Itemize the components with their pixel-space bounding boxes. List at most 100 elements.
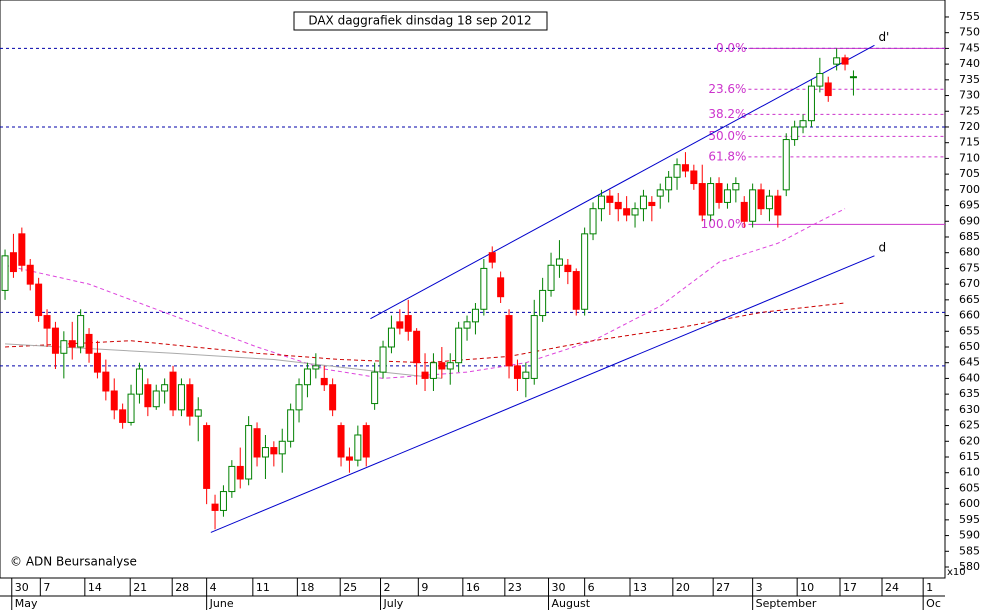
month-label: June bbox=[209, 597, 234, 610]
y-tick-label: 585 bbox=[959, 544, 980, 557]
x-tick-label: 24 bbox=[885, 581, 899, 594]
candle-body bbox=[555, 258, 563, 266]
candle-body bbox=[144, 384, 152, 408]
candle-body bbox=[270, 447, 278, 455]
candle-body bbox=[404, 315, 412, 332]
fib-label: 50.0% bbox=[708, 129, 746, 143]
candle-body bbox=[589, 208, 597, 235]
candle-body bbox=[287, 409, 295, 442]
candle-body bbox=[639, 195, 647, 210]
candle-body bbox=[93, 352, 101, 373]
candle-body bbox=[488, 252, 496, 263]
y-tick-label: 710 bbox=[959, 151, 980, 164]
candle-body bbox=[320, 377, 328, 386]
candle-body bbox=[807, 85, 815, 122]
y-tick-label: 625 bbox=[959, 419, 980, 432]
candle-body bbox=[295, 384, 303, 411]
fib-label: 0.0% bbox=[716, 41, 747, 55]
candle-body bbox=[413, 330, 421, 364]
candle-body bbox=[698, 183, 706, 216]
candle-body bbox=[211, 503, 219, 511]
x-tick-label: 30 bbox=[552, 581, 566, 594]
candle-body bbox=[278, 440, 286, 455]
y-tick-label: 720 bbox=[959, 120, 980, 133]
x-tick-label: 27 bbox=[716, 581, 730, 594]
y-tick-label: 735 bbox=[959, 73, 980, 86]
candle-body bbox=[463, 321, 471, 329]
scale-note: x10 bbox=[947, 567, 966, 578]
y-tick-label: 725 bbox=[959, 104, 980, 117]
candle-body bbox=[102, 371, 110, 392]
candle-body bbox=[362, 425, 370, 458]
y-tick-label: 660 bbox=[959, 309, 980, 322]
x-tick-label: 2 bbox=[384, 581, 391, 594]
candle-body bbox=[614, 201, 622, 210]
candle-body bbox=[152, 390, 160, 408]
candle-body bbox=[606, 195, 614, 203]
candle-body bbox=[379, 346, 387, 373]
candle-body bbox=[236, 465, 244, 480]
x-tick-label: 20 bbox=[676, 581, 690, 594]
y-tick-label: 705 bbox=[959, 167, 980, 180]
candle-body bbox=[312, 365, 320, 370]
candle-body bbox=[782, 139, 790, 191]
candle-body bbox=[85, 333, 93, 354]
y-tick-label: 715 bbox=[959, 136, 980, 149]
candle-body bbox=[723, 189, 731, 203]
candle-body bbox=[60, 340, 68, 354]
y-tick-label: 645 bbox=[959, 356, 980, 369]
candle-body bbox=[219, 491, 227, 511]
candle-body bbox=[245, 425, 253, 480]
candle-body bbox=[740, 201, 748, 222]
x-tick-label: 25 bbox=[343, 581, 357, 594]
candle-body bbox=[18, 233, 26, 266]
candle-body bbox=[1, 255, 9, 291]
candle-body bbox=[161, 384, 169, 392]
plot-frame bbox=[0, 0, 946, 579]
candle-body bbox=[757, 189, 765, 210]
candle-body bbox=[177, 384, 185, 411]
candle-body bbox=[127, 393, 135, 423]
y-tick-label: 695 bbox=[959, 199, 980, 212]
y-tick-label: 655 bbox=[959, 324, 980, 337]
x-tick-label: 4 bbox=[210, 581, 217, 594]
y-tick-label: 690 bbox=[959, 214, 980, 227]
trend-label: d bbox=[878, 240, 886, 254]
candle-body bbox=[228, 465, 236, 493]
candle-body bbox=[26, 264, 34, 285]
candle-body bbox=[522, 371, 530, 379]
candle-body bbox=[110, 390, 118, 411]
candle-body bbox=[656, 189, 664, 197]
trend-label: d' bbox=[878, 30, 889, 44]
candle-body bbox=[530, 315, 538, 379]
candle-body bbox=[715, 183, 723, 203]
fib-label: 38.2% bbox=[708, 107, 746, 121]
candle-body bbox=[43, 315, 51, 329]
candle-body bbox=[480, 267, 488, 310]
y-tick-label: 675 bbox=[959, 261, 980, 274]
candle-body bbox=[690, 170, 698, 185]
month-label: May bbox=[15, 597, 38, 610]
candle-body bbox=[438, 362, 446, 370]
y-tick-label: 700 bbox=[959, 183, 980, 196]
month-label: September bbox=[756, 597, 817, 610]
y-tick-label: 640 bbox=[959, 371, 980, 384]
candle-body bbox=[387, 327, 395, 348]
candle-body bbox=[169, 371, 177, 411]
candle-body bbox=[455, 327, 463, 364]
x-tick-label: 16 bbox=[466, 581, 480, 594]
y-tick-label: 650 bbox=[959, 340, 980, 353]
candle-body bbox=[194, 409, 202, 417]
candle-body bbox=[421, 371, 429, 379]
candle-body bbox=[186, 384, 194, 417]
candle-body bbox=[9, 252, 17, 273]
candle-body bbox=[816, 73, 824, 87]
fib-label: 61.8% bbox=[708, 149, 746, 163]
candle-body bbox=[329, 384, 337, 411]
candle-body bbox=[513, 365, 521, 379]
candle-body bbox=[681, 164, 689, 172]
x-tick-label: 30 bbox=[15, 581, 29, 594]
month-label: August bbox=[552, 597, 591, 610]
y-tick-label: 730 bbox=[959, 89, 980, 102]
